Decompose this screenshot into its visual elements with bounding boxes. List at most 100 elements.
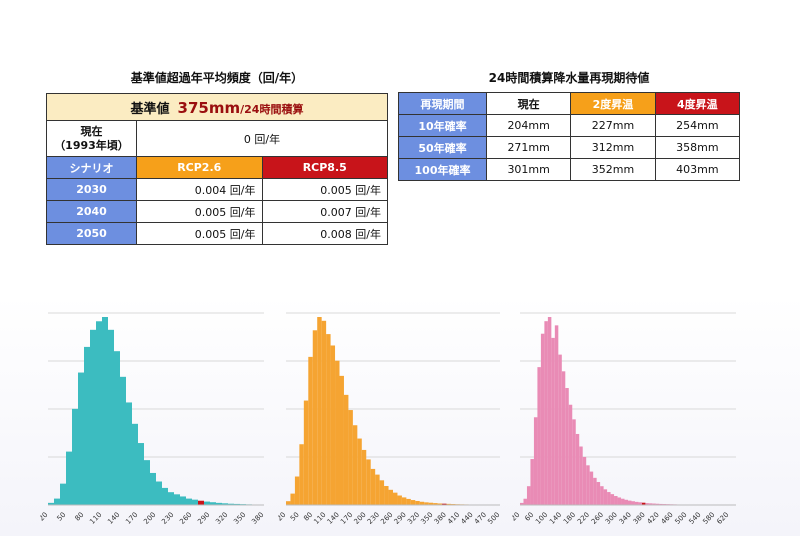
- histogram-bar: [428, 502, 434, 505]
- histogram-bar: [286, 501, 291, 505]
- x-tick-label: 50: [55, 511, 67, 523]
- rcp85-header: RCP8.5: [261, 156, 388, 179]
- x-tick-label: 460: [660, 511, 675, 526]
- histogram-bar: [228, 503, 234, 505]
- threshold-bar: [198, 500, 204, 505]
- histogram-bar: [144, 460, 150, 505]
- histogram-bar: [572, 419, 576, 505]
- x-tick-label: 200: [142, 511, 157, 526]
- x-tick-label: 230: [366, 511, 381, 526]
- histogram-bar: [174, 494, 180, 505]
- histogram-bar: [84, 346, 90, 505]
- x-tick-label: 260: [178, 511, 193, 526]
- threshold-frequency-table: 基準値 375mm/24時間積算 現在 （1993年頃） 0 回/年 シナリオ R…: [46, 93, 388, 245]
- scenario-header: シナリオ: [46, 156, 137, 179]
- x-tick-label: 620: [715, 511, 730, 526]
- histogram-bar: [150, 472, 156, 505]
- histogram-bar: [48, 502, 54, 505]
- x-tick-label: 110: [312, 511, 327, 526]
- histogram-bar: [60, 483, 66, 505]
- histogram-bar: [537, 367, 541, 505]
- histogram-bar: [326, 334, 331, 505]
- histogram-bar: [216, 502, 222, 505]
- base-label: 基準値: [130, 101, 170, 117]
- histogram-bar: [162, 487, 168, 505]
- table-row: 10年確率 204mm 227mm 254mm: [398, 114, 741, 137]
- x-tick-label: 290: [196, 511, 211, 526]
- histogram-bar: [579, 446, 583, 505]
- histogram-bar: [530, 459, 534, 505]
- histogram-bar: [520, 502, 524, 505]
- histogram-bar: [168, 492, 174, 505]
- histogram-2deg: 20 50 801101401702002302602903203503804104…: [278, 312, 501, 526]
- histogram-bar: [526, 486, 531, 505]
- value-cell: 227mm: [570, 114, 656, 137]
- histogram-bar: [600, 486, 604, 505]
- histogram-bar: [533, 417, 538, 505]
- histogram-bar: [357, 438, 362, 505]
- value-cell: 204mm: [485, 114, 572, 137]
- threshold-bar: [442, 503, 447, 505]
- histogram-bar: [433, 503, 438, 505]
- histogram-bar: [624, 499, 628, 505]
- histogram-bar: [132, 423, 138, 505]
- period-cell: 10年確率: [398, 114, 487, 137]
- histogram-bar: [96, 321, 102, 505]
- x-tick-label: 80: [302, 511, 314, 523]
- base-value-cell: 基準値 375mm/24時間積算: [46, 93, 388, 121]
- x-tick-label: 320: [406, 511, 421, 526]
- histogram-bar: [568, 404, 573, 505]
- x-tick-label: 260: [590, 511, 605, 526]
- histogram-bar: [575, 433, 580, 505]
- histogram-bar: [582, 456, 587, 505]
- histogram-bar: [419, 501, 425, 505]
- histogram-bar: [352, 425, 358, 505]
- x-tick-label: 420: [646, 511, 661, 526]
- histogram-bar: [114, 351, 120, 505]
- current-label: 現在 （1993年頃）: [46, 120, 137, 157]
- histogram-bar: [138, 443, 144, 505]
- table-row: 2030 0.004 回/年 0.005 回/年: [46, 178, 388, 201]
- histogram-bar: [401, 497, 407, 505]
- histogram-4deg: 20 60100140180220260300340380420460500540…: [512, 312, 736, 526]
- value-cell: 352mm: [570, 158, 656, 181]
- four-degree-header: 4度昇温: [654, 92, 741, 115]
- histogram-bar: [234, 503, 240, 505]
- histogram-bar: [78, 372, 84, 505]
- histogram-bar: [192, 499, 198, 505]
- histogram-bar: [54, 498, 60, 505]
- histogram-bar: [424, 502, 429, 505]
- histogram-bar: [634, 501, 639, 505]
- table-row: 100年確率 301mm 352mm 403mm: [398, 158, 741, 181]
- histogram-bar: [393, 492, 398, 505]
- histogram-bar: [102, 317, 108, 505]
- x-tick-label: 80: [73, 511, 85, 523]
- x-tick-label: 230: [160, 511, 175, 526]
- value-cell: 403mm: [654, 158, 741, 181]
- x-tick-label: 140: [106, 511, 121, 526]
- histogram-bar: [554, 325, 559, 505]
- histogram-bar: [645, 503, 649, 505]
- histogram-bar: [652, 503, 656, 505]
- histogram-bar: [565, 388, 569, 505]
- x-tick-label: 320: [214, 511, 229, 526]
- histogram-bar: [366, 459, 371, 505]
- x-tick-label: 380: [632, 511, 647, 526]
- rcp26-cell: 0.005 回/年: [136, 200, 263, 223]
- histogram-bar: [547, 317, 552, 505]
- x-tick-label: 110: [88, 511, 103, 526]
- rcp85-cell: 0.007 回/年: [261, 200, 388, 223]
- table-row: 2050 0.005 回/年 0.008 回/年: [46, 222, 388, 245]
- histogram-bar: [303, 400, 309, 505]
- histogram-bar: [406, 498, 411, 505]
- histogram-bar: [607, 492, 611, 505]
- x-tick-label: 300: [604, 511, 619, 526]
- x-tick-label: 350: [419, 511, 434, 526]
- histogram-bar: [348, 410, 353, 505]
- x-tick-label: 220: [576, 511, 591, 526]
- histogram-bar: [523, 498, 527, 505]
- histogram-bar: [339, 375, 344, 505]
- x-tick-label: 290: [393, 511, 408, 526]
- x-tick-label: 500: [674, 511, 689, 526]
- x-tick-label: 170: [339, 511, 354, 526]
